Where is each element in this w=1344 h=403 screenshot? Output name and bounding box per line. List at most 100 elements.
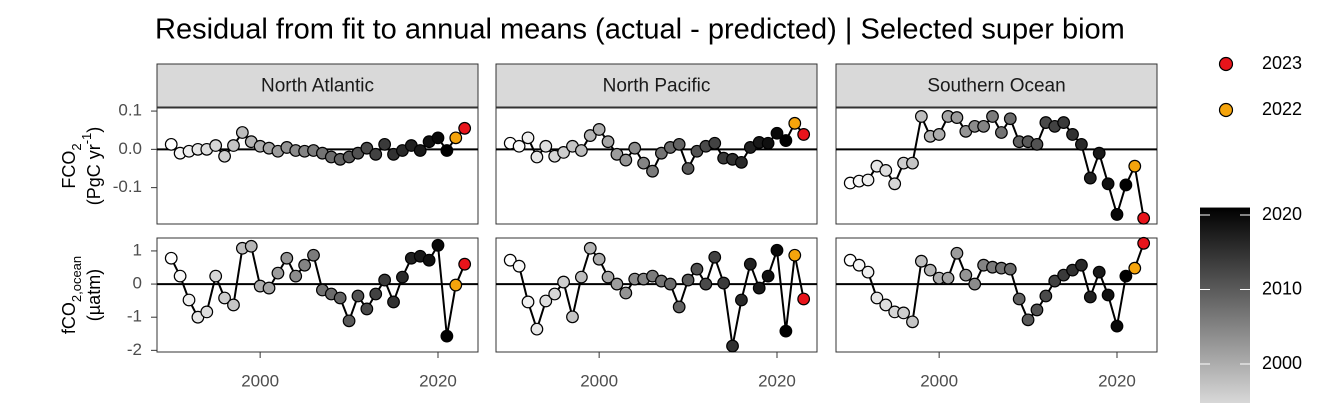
y-axis-label-part: FCO bbox=[59, 151, 79, 189]
data-point bbox=[672, 137, 686, 151]
data-point bbox=[413, 144, 427, 157]
data-point bbox=[218, 291, 231, 305]
data-point bbox=[717, 276, 731, 290]
chart-title: Residual from fit to annual means (actua… bbox=[155, 14, 1125, 46]
data-point bbox=[879, 298, 893, 312]
data-point bbox=[1092, 146, 1106, 160]
data-point bbox=[761, 136, 775, 150]
data-point bbox=[941, 271, 955, 285]
data-point bbox=[173, 269, 187, 283]
facet-strip bbox=[495, 63, 818, 108]
data-point bbox=[950, 111, 964, 124]
data-point bbox=[779, 324, 793, 338]
data-point bbox=[690, 262, 704, 276]
data-point bbox=[1066, 128, 1079, 141]
data-point bbox=[539, 139, 553, 153]
data-point bbox=[735, 293, 748, 307]
facet-label: Southern Ocean bbox=[927, 76, 1065, 97]
data-point bbox=[770, 243, 784, 257]
data-point bbox=[360, 302, 374, 316]
data-point bbox=[244, 239, 258, 253]
y-tick-label: 1 bbox=[133, 240, 142, 259]
data-point bbox=[333, 291, 347, 305]
facet-strip bbox=[156, 63, 479, 108]
data-point bbox=[968, 277, 982, 291]
y-axis-label-part: 2 bbox=[69, 143, 84, 150]
data-point bbox=[298, 258, 312, 272]
data-point bbox=[619, 286, 633, 300]
data-point bbox=[164, 251, 178, 265]
data-point bbox=[897, 306, 910, 320]
data-point bbox=[779, 134, 793, 147]
data-point bbox=[752, 281, 766, 295]
y-tick-label: -0.1 bbox=[113, 177, 142, 196]
data-point bbox=[663, 277, 677, 291]
data-point bbox=[262, 281, 276, 295]
data-point bbox=[977, 119, 991, 133]
data-point bbox=[449, 278, 463, 292]
y-tick-label: 0 bbox=[133, 274, 142, 293]
data-point bbox=[879, 164, 893, 177]
x-tick-label: 2000 bbox=[241, 371, 279, 390]
data-point bbox=[539, 294, 553, 308]
legend-label: 2022 bbox=[1262, 99, 1302, 119]
data-point bbox=[396, 270, 409, 284]
data-point bbox=[994, 126, 1008, 139]
data-point bbox=[619, 153, 633, 167]
x-tick-label: 2020 bbox=[758, 371, 796, 390]
data-point bbox=[512, 259, 526, 273]
data-point bbox=[861, 265, 875, 279]
data-point bbox=[574, 270, 588, 284]
data-point bbox=[852, 258, 866, 272]
data-point bbox=[164, 137, 178, 151]
data-point bbox=[743, 257, 757, 271]
data-point bbox=[646, 164, 659, 178]
data-point bbox=[1128, 159, 1142, 173]
legend-marker bbox=[1218, 56, 1234, 72]
colorbar-tick-label: 2000 bbox=[1262, 353, 1302, 373]
data-point bbox=[708, 250, 722, 264]
data-point bbox=[422, 253, 436, 267]
data-point bbox=[681, 273, 695, 287]
data-point bbox=[628, 141, 642, 155]
data-point bbox=[797, 128, 811, 141]
data-point bbox=[797, 292, 811, 306]
data-point bbox=[1137, 236, 1151, 250]
data-point bbox=[218, 149, 231, 163]
data-point bbox=[289, 269, 303, 283]
data-point bbox=[1075, 258, 1088, 272]
data-point bbox=[761, 269, 775, 283]
data-point bbox=[861, 173, 875, 187]
data-point bbox=[583, 129, 597, 142]
data-point bbox=[610, 147, 624, 161]
colorbar bbox=[1200, 207, 1250, 403]
data-point bbox=[1057, 116, 1071, 129]
data-point bbox=[1101, 288, 1115, 302]
data-point bbox=[1030, 137, 1044, 151]
data-point bbox=[914, 254, 928, 268]
data-point bbox=[440, 329, 454, 343]
data-point bbox=[1003, 112, 1017, 126]
data-point bbox=[923, 263, 937, 277]
y-axis-label: (µatm) bbox=[84, 269, 104, 321]
legend-marker bbox=[1218, 102, 1234, 118]
data-point bbox=[1012, 292, 1026, 306]
colorbar-tick-label: 2010 bbox=[1262, 278, 1302, 298]
data-point bbox=[592, 252, 606, 266]
data-point bbox=[1119, 178, 1133, 192]
data-point bbox=[1137, 211, 1151, 225]
data-point bbox=[888, 177, 902, 191]
y-axis-label: (PgC yr-1) bbox=[79, 127, 104, 206]
data-point bbox=[1128, 261, 1142, 275]
data-point bbox=[1030, 303, 1044, 317]
data-point bbox=[574, 144, 588, 157]
x-tick-label: 2020 bbox=[419, 371, 457, 390]
data-point bbox=[959, 268, 973, 282]
data-point bbox=[512, 139, 526, 153]
data-point bbox=[227, 298, 240, 312]
data-point bbox=[986, 110, 999, 123]
data-point bbox=[1110, 319, 1124, 333]
y-tick-label: 0.0 bbox=[118, 139, 142, 158]
y-axis-label-part: (PgC yr bbox=[84, 144, 104, 205]
